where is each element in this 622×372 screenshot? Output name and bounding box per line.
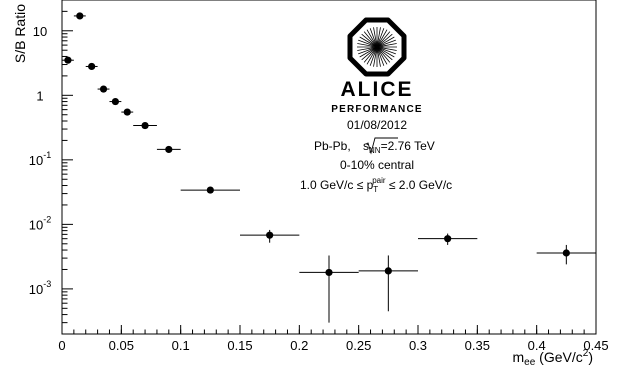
x-tick-label: 0.1	[172, 338, 190, 353]
x-tick-label: 0.4	[528, 338, 546, 353]
x-tick-label: 0.3	[409, 338, 427, 353]
data-marker	[141, 121, 149, 130]
annotation-pt-cut: 1.0 GeV/c ≤ pTpair ≤ 2.0 GeV/c	[300, 176, 452, 194]
data-marker	[165, 145, 173, 154]
data-points-group	[62, 12, 596, 323]
data-marker	[99, 85, 108, 93]
y-tick-label: 10-1	[29, 150, 51, 168]
data-point	[536, 244, 596, 265]
data-point	[180, 186, 240, 194]
x-tick-label: 0.25	[346, 338, 371, 353]
annotation-date: 01/08/2012	[347, 118, 407, 132]
y-tick-label: 10	[33, 24, 47, 39]
data-marker	[88, 62, 96, 71]
y-tick-label: 1	[36, 88, 43, 103]
data-marker	[111, 97, 119, 106]
data-marker	[76, 12, 84, 20]
data-point	[73, 12, 86, 20]
data-marker	[123, 108, 131, 116]
sqrt-sign	[365, 137, 398, 155]
data-point	[62, 56, 74, 64]
data-point	[121, 108, 134, 116]
x-tick-label: 0.2	[290, 338, 308, 353]
plot-frame	[61, 0, 597, 335]
data-point	[85, 62, 98, 71]
axes-group: 0 0.05 0.1 0.15 0.2 0.25 0.3 0.35 0.4 0.45 10 1 10-1…	[29, 0, 609, 353]
data-marker	[562, 249, 570, 257]
annotation-centrality: 0-10% central	[340, 158, 414, 172]
data-point	[156, 145, 181, 154]
x-tick-label: 0.35	[465, 338, 490, 353]
data-marker	[206, 186, 214, 194]
logo-ray	[357, 43, 397, 51]
data-marker	[384, 267, 392, 275]
data-point	[133, 121, 157, 130]
annotation-system: Pb-Pb, sNN=2.76 TeV	[314, 137, 435, 155]
data-marker	[325, 268, 333, 277]
alice-logo-name: ALICE	[341, 78, 414, 101]
x-tick-label: 0	[58, 338, 65, 353]
x-tick-label: 0.15	[227, 338, 252, 353]
data-point	[97, 85, 110, 93]
alice-logo-rays	[357, 27, 397, 67]
data-point	[299, 255, 359, 323]
data-point	[109, 97, 122, 106]
data-marker	[266, 231, 274, 239]
data-point	[358, 255, 418, 312]
data-marker	[64, 56, 72, 64]
x-tick-label: 0.05	[109, 338, 134, 353]
x-axis-title: mee (GeV/c2)	[513, 348, 594, 368]
data-point	[418, 233, 478, 245]
data-marker	[444, 235, 452, 243]
y-tick-label: 10-2	[29, 214, 51, 232]
y-tick-label: 10-3	[29, 279, 51, 297]
y-axis-title: S/B Ratio	[12, 4, 28, 63]
annotation-system-text: Pb-Pb, sNN=2.76 TeV	[314, 139, 435, 155]
data-point	[240, 229, 300, 243]
x-tick-label: 0.45	[583, 338, 608, 353]
alice-logo-sub: PERFORMANCE	[331, 104, 423, 115]
alice-logo	[347, 17, 407, 77]
